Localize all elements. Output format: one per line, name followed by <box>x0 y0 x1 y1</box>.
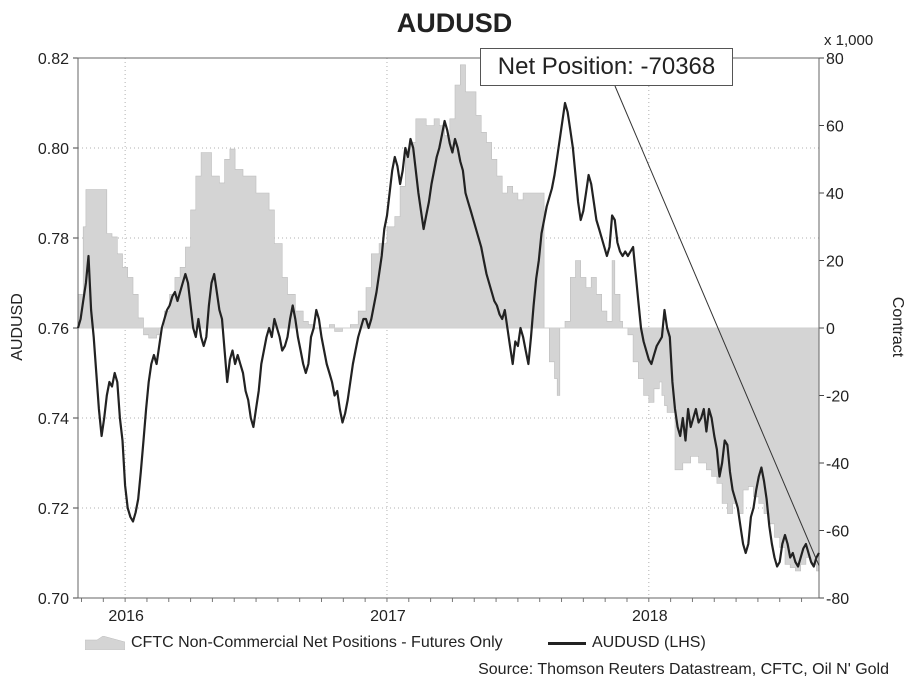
left-tick-label: 0.80 <box>38 141 69 158</box>
audusd-line <box>76 101 820 568</box>
right-tick-label: 20 <box>826 254 844 271</box>
legend-item-audusd: AUDUSD (LHS) <box>548 634 706 652</box>
left-tick-label: 0.78 <box>38 231 69 248</box>
right-tick-label: -60 <box>826 524 849 541</box>
right-axis-multiplier: x 1,000 <box>824 32 874 49</box>
right-tick-label: -80 <box>826 591 849 608</box>
audusd-line-layer <box>76 101 820 568</box>
net-position-area-layer <box>77 64 820 572</box>
right-tick-label: -40 <box>826 456 849 473</box>
net-position-annotation: Net Position: -70368 <box>480 48 733 86</box>
x-tick-label: 2017 <box>370 608 406 625</box>
legend-swatch-line <box>548 641 586 645</box>
annotation-leader-line <box>614 85 820 566</box>
left-tick-label: 0.70 <box>38 591 69 608</box>
right-tick-label: 40 <box>826 186 844 203</box>
annotation-layer <box>614 85 820 566</box>
right-tick-label: 60 <box>826 119 844 136</box>
source-note: Source: Thomson Reuters Datastream, CFTC… <box>478 661 889 678</box>
left-tick-label: 0.82 <box>38 51 69 68</box>
left-tick-label: 0.72 <box>38 501 69 518</box>
legend-swatch-area <box>85 636 125 650</box>
chart-title: AUDUSD <box>396 8 513 38</box>
net-position-area <box>77 64 820 572</box>
x-tick-label: 2018 <box>632 608 668 625</box>
left-tick-label: 0.76 <box>38 321 69 338</box>
x-tick-label: 2016 <box>108 608 144 625</box>
legend-item-net-positions: CFTC Non-Commercial Net Positions - Futu… <box>85 634 503 652</box>
left-tick-label: 0.74 <box>38 411 69 428</box>
right-tick-label: 80 <box>826 51 844 68</box>
legend-label-audusd: AUDUSD (LHS) <box>592 634 706 651</box>
legend-label-net-positions: CFTC Non-Commercial Net Positions - Futu… <box>131 634 503 651</box>
right-tick-label: 0 <box>826 321 835 338</box>
right-tick-label: -20 <box>826 389 849 406</box>
